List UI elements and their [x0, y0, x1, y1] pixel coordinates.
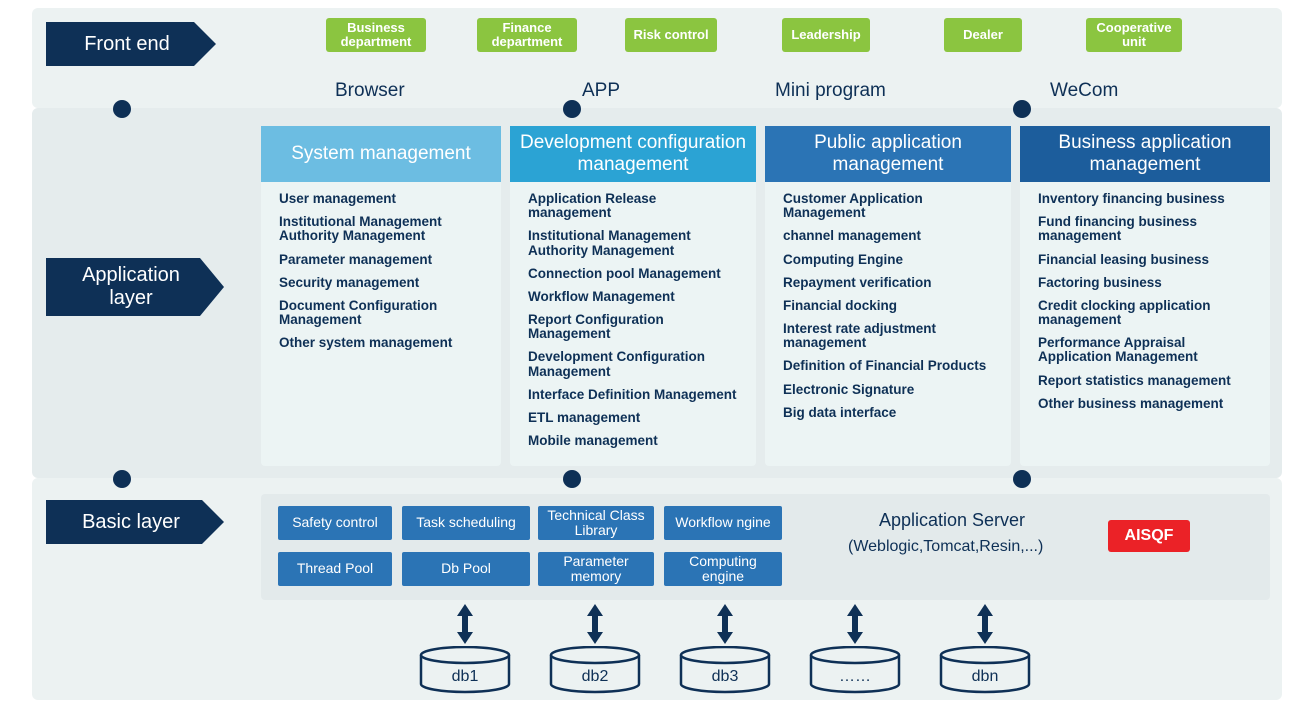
layer-label-text: Front end: [58, 33, 216, 56]
role-tag-label: Risk control: [633, 28, 708, 42]
connector-dot: [1013, 100, 1031, 118]
module-card: Development configuration managementAppl…: [510, 126, 756, 466]
layer-label-text: Basic layer: [58, 511, 224, 534]
card-items: Application Release management Institutio…: [510, 182, 756, 463]
card-item: Inventory financing business: [1038, 192, 1256, 206]
card-header: Business application management: [1020, 126, 1270, 182]
app-server-title: Application Server: [852, 510, 1052, 531]
connector-dot: [113, 100, 131, 118]
basic-component-box: Db Pool: [402, 552, 530, 586]
role-tag-label: Dealer: [963, 28, 1003, 42]
card-item: ETL management: [528, 411, 742, 425]
basic-component-box: Safety control: [278, 506, 392, 540]
card-item: Big data interface: [783, 406, 997, 420]
module-card: Public application managementCustomer Ap…: [765, 126, 1011, 466]
card-items: Inventory financing business Fund financi…: [1020, 182, 1270, 426]
aisqf-badge: AISQF: [1108, 520, 1190, 552]
role-tag-label: Cooperative unit: [1092, 21, 1176, 50]
app-server-sub: (Weblogic,Tomcat,Resin,...): [848, 538, 1043, 556]
role-tag: Finance department: [477, 18, 577, 52]
layer-label-frontend: Front end: [46, 22, 216, 66]
channel-label: APP: [582, 80, 620, 102]
card-item: Interface Definition Management: [528, 388, 742, 402]
role-tag-label: Business department: [332, 21, 420, 50]
layer-label-text: Application layer: [58, 264, 224, 310]
layer-label-basic: Basic layer: [46, 500, 224, 544]
connector-dot: [563, 100, 581, 118]
card-item: Computing Engine: [783, 253, 997, 267]
card-item: Other system management: [279, 336, 487, 350]
card-item: Credit clocking application management: [1038, 299, 1256, 327]
basic-component-box: Workflow ngine: [664, 506, 782, 540]
card-item: Other business management: [1038, 397, 1256, 411]
connector-dot: [113, 470, 131, 488]
card-item: Factoring business: [1038, 276, 1256, 290]
basic-component-box: Parameter memory: [538, 552, 654, 586]
card-header: System management: [261, 126, 501, 182]
card-item: Development Configuration Management: [528, 350, 742, 378]
card-item: Interest rate adjustment management: [783, 322, 997, 350]
card-item: Institutional Management Authority Manag…: [279, 215, 487, 243]
basic-component-box: Technical Class Library: [538, 506, 654, 540]
role-tag: Leadership: [782, 18, 870, 52]
card-item: Report Configuration Management: [528, 313, 742, 341]
role-tag: Business department: [326, 18, 426, 52]
card-header: Development configuration management: [510, 126, 756, 182]
aisqf-label: AISQF: [1125, 527, 1174, 545]
card-header: Public application management: [765, 126, 1011, 182]
bidirectional-arrow-icon: [455, 604, 475, 649]
card-item: Electronic Signature: [783, 383, 997, 397]
database-label: dbn: [937, 668, 1033, 686]
role-tag: Risk control: [625, 18, 717, 52]
card-item: Mobile management: [528, 434, 742, 448]
basic-component-box: Computing engine: [664, 552, 782, 586]
basic-component-box: Thread Pool: [278, 552, 392, 586]
role-tag: Cooperative unit: [1086, 18, 1182, 52]
channel-label: Browser: [335, 80, 405, 102]
connector-dot: [563, 470, 581, 488]
basic-component-box: Task scheduling: [402, 506, 530, 540]
card-item: Report statistics management: [1038, 374, 1256, 388]
module-card: System management User management Institut…: [261, 126, 501, 466]
bidirectional-arrow-icon: [845, 604, 865, 649]
card-item: channel management: [783, 229, 997, 243]
module-card: Business application managementInventory…: [1020, 126, 1270, 466]
card-item: Institutional Management Authority Manag…: [528, 229, 742, 257]
role-tag-label: Leadership: [791, 28, 860, 42]
bidirectional-arrow-icon: [715, 604, 735, 649]
card-item: Financial leasing business: [1038, 253, 1256, 267]
layer-label-application: Application layer: [46, 258, 224, 316]
card-items: User management Institutional Management …: [261, 182, 501, 365]
card-item: Fund financing business management: [1038, 215, 1256, 243]
card-item: Financial docking: [783, 299, 997, 313]
database-label: db3: [677, 668, 773, 686]
card-item: User management: [279, 192, 487, 206]
connector-dot: [1013, 470, 1031, 488]
bidirectional-arrow-icon: [975, 604, 995, 649]
card-item: Repayment verification: [783, 276, 997, 290]
database-label: ……: [807, 668, 903, 686]
bidirectional-arrow-icon: [585, 604, 605, 649]
card-item: Definition of Financial Products: [783, 359, 997, 373]
card-item: Customer Application Management: [783, 192, 997, 220]
card-items: Customer Application Management channel m…: [765, 182, 1011, 435]
card-item: Parameter management: [279, 253, 487, 267]
role-tag: Dealer: [944, 18, 1022, 52]
card-item: Document Configuration Management: [279, 299, 487, 327]
channel-label: WeCom: [1050, 80, 1118, 102]
card-item: Connection pool Management: [528, 267, 742, 281]
card-item: Security management: [279, 276, 487, 290]
card-item: Application Release management: [528, 192, 742, 220]
role-tag-label: Finance department: [483, 21, 571, 50]
card-item: Workflow Management: [528, 290, 742, 304]
database-label: db2: [547, 668, 643, 686]
card-item: Performance Appraisal Application Manage…: [1038, 336, 1256, 364]
channel-label: Mini program: [775, 80, 886, 102]
database-label: db1: [417, 668, 513, 686]
